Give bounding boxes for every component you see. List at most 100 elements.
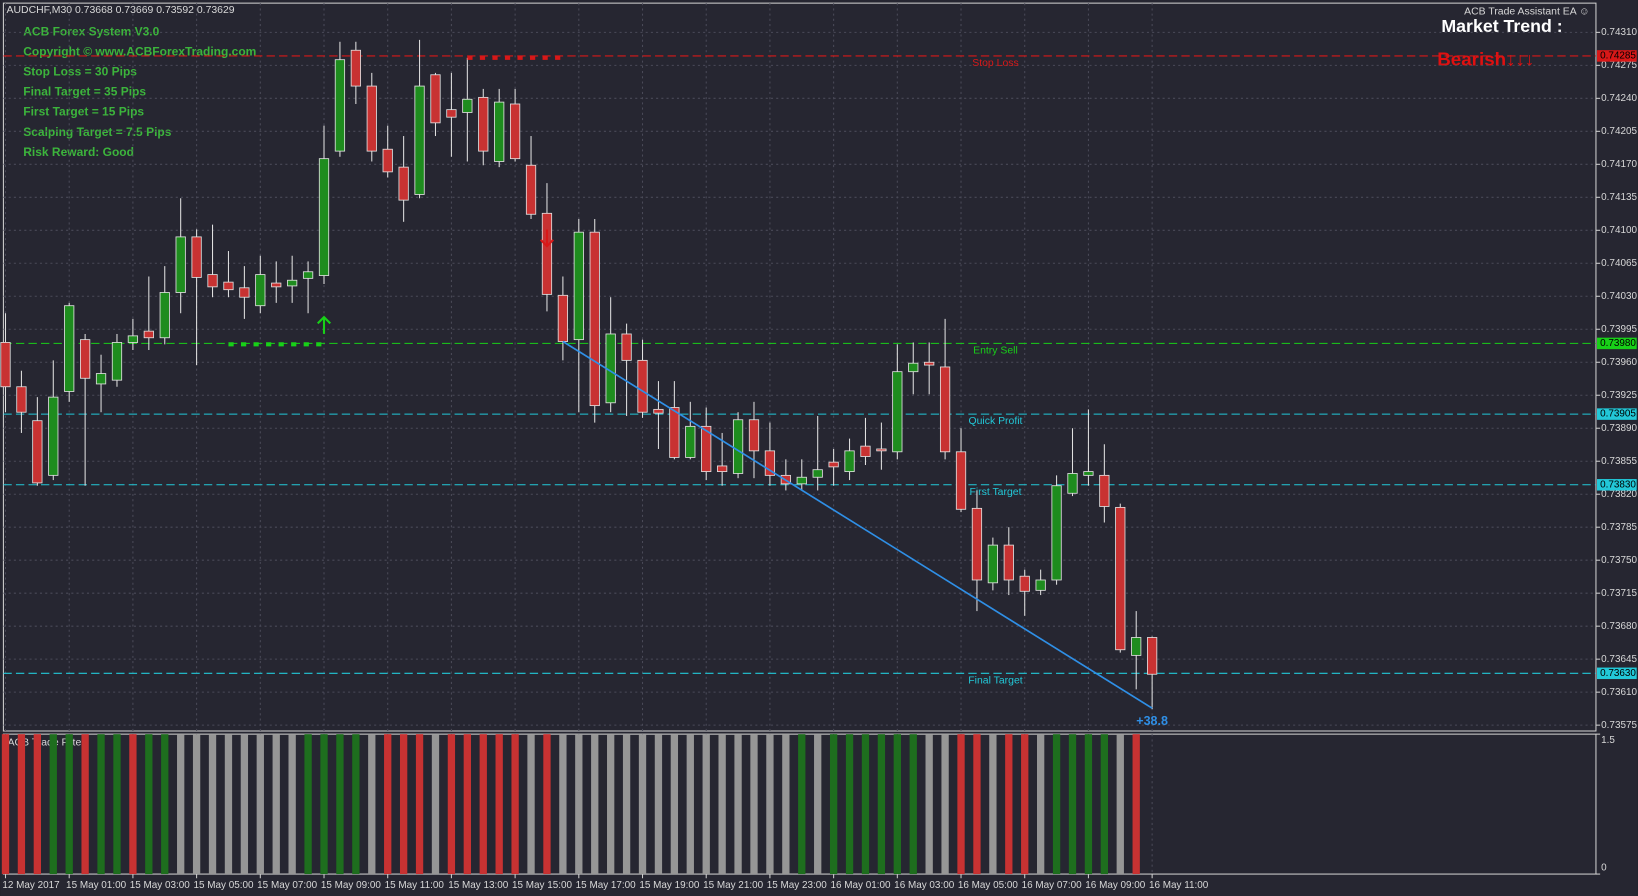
x-tick-label: 15 May 17:00 <box>576 880 637 891</box>
x-tick-label: 15 May 05:00 <box>193 880 254 891</box>
filter-bar <box>909 734 917 875</box>
level-price-label: 0.73630 <box>1600 668 1636 679</box>
filter-bar <box>463 734 471 875</box>
level-label: Final Target <box>968 675 1022 686</box>
filter-bar <box>893 734 901 875</box>
filter-bar <box>1132 734 1140 875</box>
filter-bar <box>1036 734 1045 875</box>
candle-body <box>892 371 903 453</box>
y-tick-label: 0.73680 <box>1601 621 1637 632</box>
filter-bar <box>782 734 790 875</box>
candle-body <box>16 386 27 413</box>
y-tick-label: 0.73575 <box>1601 720 1637 731</box>
filter-bar <box>431 734 440 875</box>
y-tick-label: 0.74205 <box>1601 126 1637 137</box>
candle-body <box>159 292 170 339</box>
candle-body <box>271 282 282 288</box>
filter-bar <box>129 734 137 875</box>
symbol-header: AUDCHF,M30 0.73668 0.73669 0.73592 0.736… <box>7 5 235 16</box>
info-text: ACB Forex System V3.0 <box>23 25 159 39</box>
filter-bar <box>861 734 870 875</box>
filter-bar <box>511 734 519 875</box>
candle-body <box>748 419 760 452</box>
candle-body <box>812 469 823 478</box>
filter-bar <box>559 734 567 875</box>
filter-bar <box>527 734 535 875</box>
candle-body <box>717 465 728 473</box>
filter-bar <box>766 734 774 875</box>
candle-body <box>844 450 855 473</box>
x-tick-label: 15 May 21:00 <box>703 880 764 891</box>
info-text: First Target = 15 Pips <box>23 105 144 119</box>
filter-bar <box>113 734 121 875</box>
candle-body <box>541 212 553 295</box>
filter-bar <box>1068 734 1077 875</box>
filter-bar <box>49 734 57 875</box>
filter-bar <box>415 734 424 875</box>
filter-bar <box>208 734 217 875</box>
candle-body <box>318 158 330 276</box>
y-tick-label: 0.73995 <box>1601 324 1637 335</box>
level-price-label: 0.73830 <box>1600 479 1636 490</box>
filter-bar <box>989 734 997 875</box>
y-tick-label: 0.74310 <box>1601 27 1637 38</box>
y-tick-label: 0.74275 <box>1601 60 1637 71</box>
y-tick-label: 0.73785 <box>1601 522 1637 533</box>
filter-bar <box>145 734 153 875</box>
level-price-box <box>1596 479 1637 491</box>
candle-body <box>971 507 983 581</box>
candle-body <box>669 407 680 458</box>
filter-bar <box>240 734 249 875</box>
trend-line <box>562 340 1153 709</box>
candle-body <box>0 342 11 388</box>
candle-body <box>701 425 712 473</box>
candle-body <box>685 425 696 458</box>
filter-bar <box>925 734 933 875</box>
filter-bar <box>1084 734 1093 875</box>
y-tick-label: 0.73610 <box>1601 687 1637 698</box>
filter-bar <box>670 734 679 875</box>
candle-body <box>255 274 266 307</box>
level-label: First Target <box>969 487 1021 498</box>
filter-bar <box>399 734 408 875</box>
candle-body <box>48 396 59 476</box>
info-text: Risk Reward: Good <box>23 145 134 159</box>
candle-body <box>143 330 154 339</box>
level-price-box <box>1596 667 1637 680</box>
candle-body <box>732 419 744 474</box>
candle-body <box>1067 473 1078 494</box>
candle-body <box>1131 637 1142 656</box>
filter-bar <box>368 734 376 875</box>
x-tick-label: 15 May 11:00 <box>385 880 445 891</box>
candle-body <box>462 98 473 113</box>
candle-body <box>287 279 298 287</box>
filter-bar <box>177 734 185 875</box>
candle-body <box>908 362 919 373</box>
x-tick-label: 12 May 2017 <box>2 880 60 891</box>
candle-body <box>955 451 967 510</box>
filter-bar <box>750 734 758 875</box>
y-tick-label: 0.73925 <box>1601 390 1637 401</box>
candle-body <box>924 361 935 366</box>
level-price-box <box>1596 50 1637 62</box>
level-label: Entry Sell <box>973 345 1018 356</box>
filter-bar <box>1 734 10 875</box>
y-tick-label: 0.74065 <box>1601 258 1637 269</box>
x-tick-label: 15 May 07:00 <box>257 880 318 891</box>
trend-label: +38.8 <box>1136 714 1168 728</box>
candle-body <box>350 49 361 87</box>
y-tick-label: 0.73715 <box>1601 588 1637 599</box>
filter-bar <box>304 734 312 875</box>
filter-bar <box>638 734 647 875</box>
filter-bar <box>798 734 806 875</box>
filter-bar <box>607 734 615 875</box>
candle-body <box>1019 575 1030 592</box>
candle-body <box>207 274 218 288</box>
candle-body <box>1003 544 1014 581</box>
candle-body <box>302 271 314 279</box>
filter-bar <box>65 734 73 875</box>
filter-bar <box>575 734 583 875</box>
candle-body <box>1099 474 1110 507</box>
filter-bar <box>973 734 981 875</box>
filter-bar <box>272 734 280 875</box>
